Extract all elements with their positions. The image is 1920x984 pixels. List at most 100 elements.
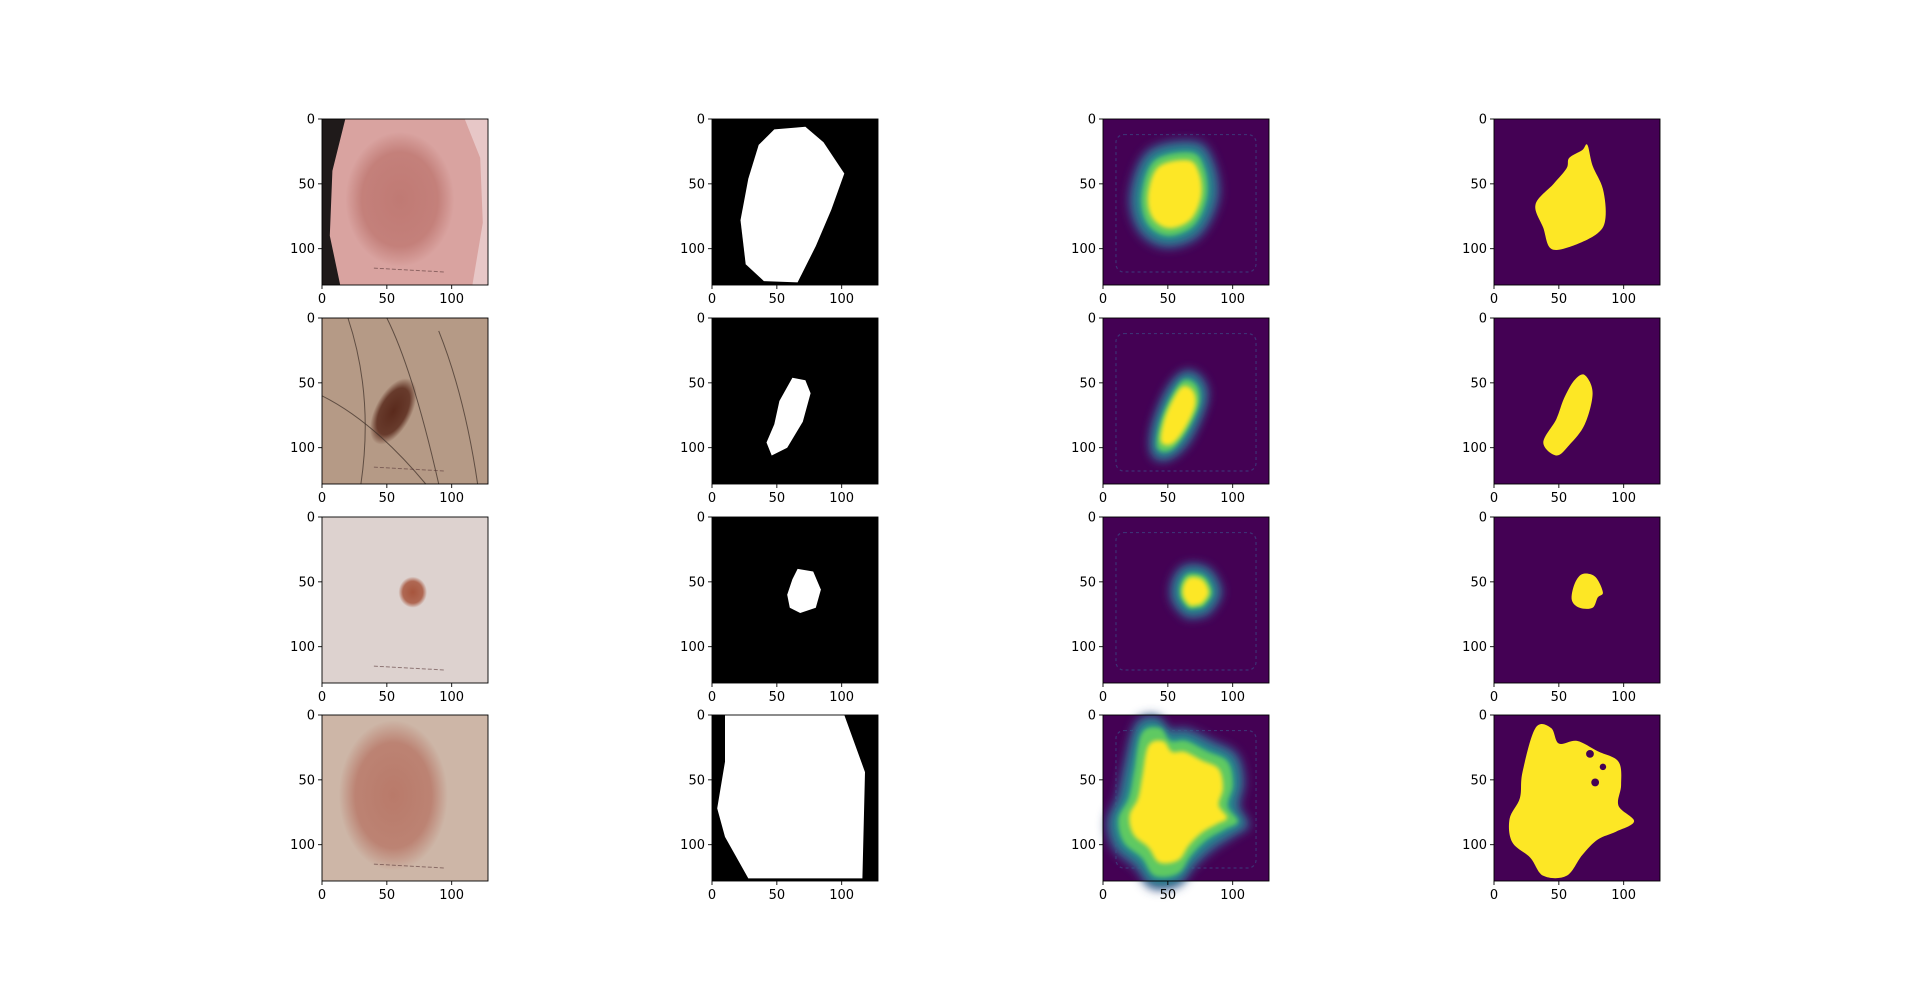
y-tick-label: 50	[1079, 376, 1096, 391]
x-tick-label: 100	[1220, 690, 1245, 705]
input-image-r1	[321, 317, 488, 485]
x-tick-label: 0	[1490, 888, 1498, 903]
y-tick-label: 50	[1470, 575, 1487, 590]
lesion	[398, 576, 428, 608]
y-tick-label: 0	[697, 113, 705, 128]
x-tick-label: 50	[769, 888, 786, 903]
probability-r1	[1103, 318, 1269, 484]
ground-truth-r1	[712, 318, 878, 484]
x-tick-label: 0	[1099, 292, 1107, 307]
ground-truth-r0	[712, 119, 878, 285]
x-tick-label: 50	[769, 491, 786, 506]
axes-frame-r1c3	[1493, 317, 1661, 485]
y-tick-label: 0	[307, 709, 315, 724]
mask-region	[740, 126, 845, 283]
input-image-r2	[322, 517, 488, 683]
x-tick-label: 50	[379, 292, 396, 307]
prediction-r2	[1494, 517, 1660, 683]
input-image-r3	[322, 715, 488, 881]
y-tick-label: 50	[298, 376, 315, 391]
x-tick-label: 0	[318, 292, 326, 307]
x-tick-label: 0	[1099, 888, 1107, 903]
x-tick-label: 0	[708, 888, 716, 903]
x-tick-label: 100	[829, 888, 854, 903]
y-tick-label: 0	[1479, 511, 1487, 526]
pred-hole	[1586, 750, 1594, 758]
probability-r2	[1103, 517, 1269, 683]
probability-r3	[1103, 714, 1269, 890]
prob-core	[1147, 159, 1202, 229]
axes-frame-r2c3	[1493, 516, 1661, 684]
y-tick-label: 100	[1071, 441, 1096, 456]
x-tick-label: 50	[769, 292, 786, 307]
prob-core	[1182, 577, 1209, 606]
y-tick-label: 0	[1088, 511, 1096, 526]
y-tick-label: 50	[688, 575, 705, 590]
y-tick-label: 100	[680, 640, 705, 655]
pred-hole	[1599, 763, 1607, 771]
y-tick-label: 100	[290, 441, 315, 456]
y-tick-label: 100	[680, 838, 705, 853]
mask-region	[717, 715, 865, 879]
x-tick-label: 100	[829, 690, 854, 705]
axes-frame-r0c3	[1493, 118, 1661, 286]
axes-frame-r2c2	[1102, 516, 1270, 684]
y-tick-label: 100	[1462, 640, 1487, 655]
lesion	[345, 131, 455, 267]
y-tick-label: 100	[290, 640, 315, 655]
x-tick-label: 50	[1551, 491, 1568, 506]
axes-frame-r2c1	[711, 516, 879, 684]
x-tick-label: 100	[1611, 292, 1636, 307]
y-tick-label: 100	[1462, 838, 1487, 853]
x-tick-label: 100	[1220, 491, 1245, 506]
x-tick-label: 100	[439, 888, 464, 903]
x-tick-label: 50	[379, 491, 396, 506]
axes-frame-r0c2	[1102, 118, 1270, 286]
x-tick-label: 100	[1220, 888, 1245, 903]
y-tick-label: 100	[1071, 640, 1096, 655]
y-tick-label: 50	[1470, 376, 1487, 391]
input-image-r0	[322, 119, 488, 285]
mask-region	[787, 568, 821, 613]
y-tick-label: 0	[1088, 709, 1096, 724]
axes-frame-r2c0	[321, 516, 489, 684]
y-tick-label: 0	[307, 312, 315, 327]
y-tick-label: 50	[688, 376, 705, 391]
x-tick-label: 100	[1220, 292, 1245, 307]
x-tick-label: 0	[318, 690, 326, 705]
bright-rim	[464, 119, 488, 285]
y-tick-label: 50	[1470, 773, 1487, 788]
y-tick-label: 100	[1071, 838, 1096, 853]
lesion	[338, 720, 448, 871]
y-tick-label: 100	[680, 441, 705, 456]
x-tick-label: 100	[1611, 491, 1636, 506]
pred-region	[1571, 573, 1603, 609]
y-tick-label: 100	[1071, 242, 1096, 257]
y-tick-label: 100	[680, 242, 705, 257]
x-tick-label: 0	[318, 888, 326, 903]
y-tick-label: 50	[1079, 575, 1096, 590]
x-tick-label: 100	[829, 491, 854, 506]
y-tick-label: 0	[1479, 113, 1487, 128]
x-tick-label: 50	[1160, 690, 1177, 705]
y-tick-label: 0	[1479, 709, 1487, 724]
x-tick-label: 0	[1099, 690, 1107, 705]
y-tick-label: 100	[290, 242, 315, 257]
axes-frame-r0c1	[711, 118, 879, 286]
y-tick-label: 0	[1088, 312, 1096, 327]
axes-frame-r3c2	[1102, 714, 1270, 882]
x-tick-label: 50	[1160, 491, 1177, 506]
pred-region	[1508, 724, 1635, 879]
x-tick-label: 100	[1611, 690, 1636, 705]
x-tick-label: 50	[1551, 888, 1568, 903]
pred-region	[1543, 374, 1593, 456]
x-tick-label: 50	[379, 690, 396, 705]
hair	[438, 330, 479, 485]
prediction-r1	[1494, 318, 1660, 484]
y-tick-label: 0	[1088, 113, 1096, 128]
ground-truth-r3	[712, 715, 878, 881]
x-tick-label: 100	[1611, 888, 1636, 903]
y-tick-label: 50	[1470, 177, 1487, 192]
y-tick-label: 50	[1079, 177, 1096, 192]
x-tick-label: 50	[769, 690, 786, 705]
